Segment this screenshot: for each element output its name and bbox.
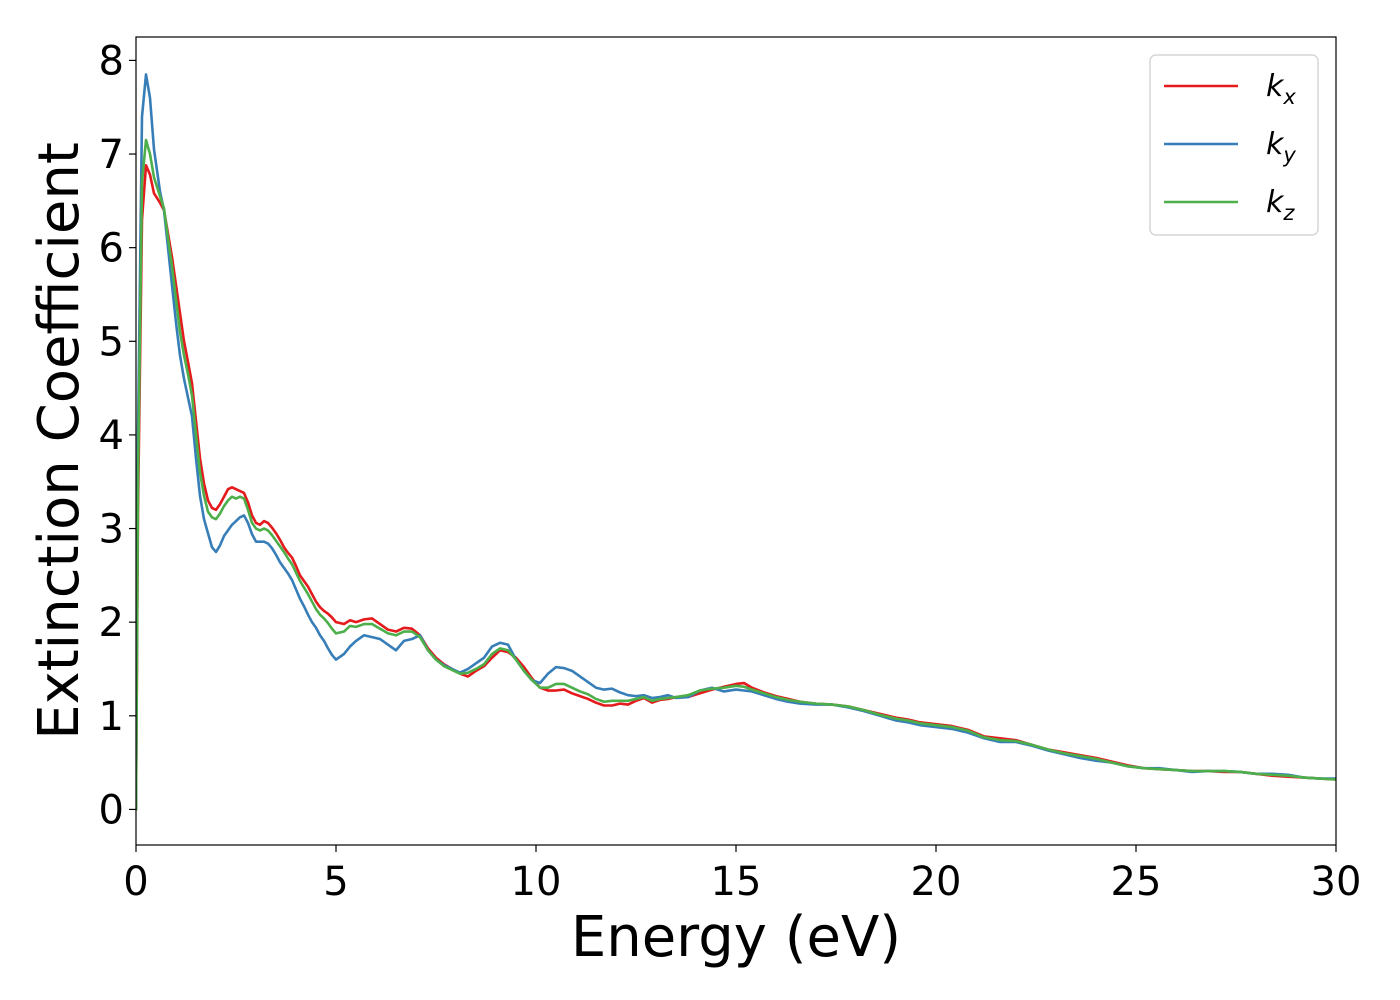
x-axis-title: Energy (eV) [571,905,901,970]
legend-label-subscript: y [1282,143,1296,167]
legend-label-subscript: x [1282,85,1296,109]
y-tick-label: 2 [99,600,124,646]
y-axis: 0 1 2 3 4 5 6 7 8 [99,38,136,833]
y-tick-label: 0 [99,787,124,833]
legend-label-k-z: kz [1266,185,1295,225]
x-tick-label: 30 [1311,859,1362,905]
y-axis-title: Extinction Coefficient [27,142,92,740]
legend-label-base: k [1266,69,1285,104]
y-tick-label: 1 [99,694,124,740]
x-tick-label: 25 [1111,859,1162,905]
legend-label-k-x: kx [1266,69,1296,109]
series-line-k-z [136,138,1336,811]
y-tick-label: 8 [99,38,124,84]
y-tick-label: 4 [99,413,124,459]
y-tick-label: 5 [99,319,124,365]
series-line-k-y [136,73,1336,811]
x-tick-label: 20 [911,859,962,905]
y-tick-label: 6 [99,226,124,272]
x-tick-label: 5 [323,859,348,905]
x-tick-label: 10 [511,859,562,905]
legend-label-base: k [1266,185,1285,220]
x-tick-label: 15 [711,859,762,905]
legend-label-subscript: z [1282,201,1295,225]
legend-label-k-y: ky [1266,127,1296,167]
legend-label-base: k [1266,127,1285,162]
x-tick-label: 0 [123,859,148,905]
x-axis: 0 5 10 15 20 25 30 [123,845,1361,905]
y-tick-label: 7 [99,132,124,178]
series-layer [136,73,1336,811]
y-tick-label: 3 [99,507,124,553]
